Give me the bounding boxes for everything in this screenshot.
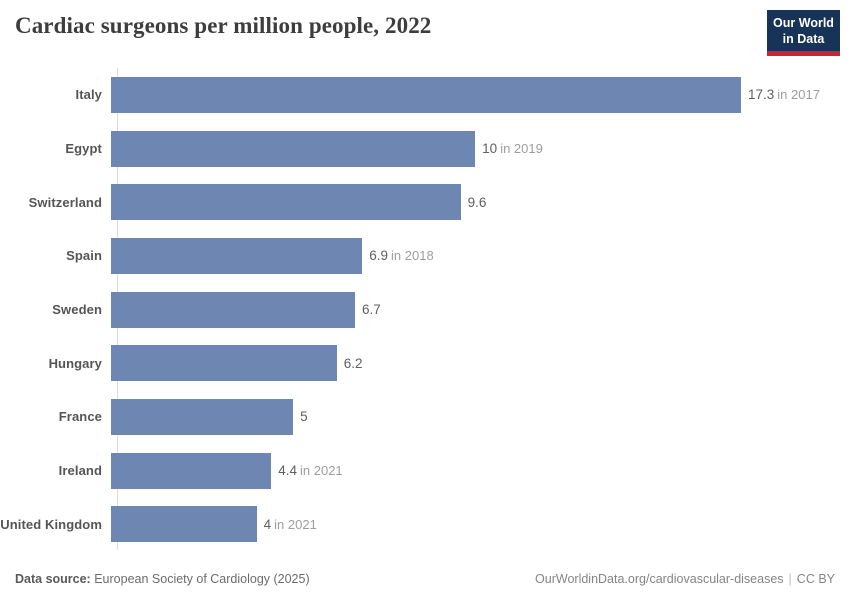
value-number: 6.2 — [343, 355, 363, 371]
year-note: in 2017 — [777, 87, 820, 103]
value-number: 17.3 — [748, 87, 775, 103]
value-number: 6.7 — [361, 302, 381, 318]
chart-footer: Data source: European Society of Cardiol… — [0, 572, 850, 586]
chart-row: United Kingdom 4 in 2021 — [0, 498, 850, 552]
country-label: Hungary — [48, 355, 102, 371]
chart-row: Hungary 6.2 — [0, 336, 850, 390]
value-label: 4 in 2021 — [264, 517, 317, 532]
owid-logo-line2: in Data — [782, 32, 825, 46]
chart-row: France 5 — [0, 390, 850, 444]
value-label: 6.7 — [362, 302, 381, 317]
value-number: 6.9 — [369, 248, 389, 264]
chart-row: Egypt 10 in 2019 — [0, 122, 850, 176]
chart-row: Ireland 4.4 in 2021 — [0, 444, 850, 498]
value-number: 4 — [263, 516, 272, 532]
bar[interactable] — [111, 291, 355, 328]
owid-url-link[interactable]: OurWorldinData.org/cardiovascular-diseas… — [535, 572, 784, 586]
bar[interactable] — [111, 76, 741, 113]
country-label: Spain — [66, 248, 102, 264]
chart-row: Italy 17.3 in 2017 — [0, 68, 850, 122]
chart-row: Sweden 6.7 — [0, 283, 850, 337]
bar[interactable] — [111, 345, 337, 382]
year-note: in 2018 — [391, 248, 434, 264]
bar[interactable] — [111, 130, 476, 167]
bar[interactable] — [111, 237, 363, 274]
year-note: in 2021 — [274, 516, 317, 532]
license-link[interactable]: CC BY — [796, 572, 835, 586]
year-note: in 2021 — [300, 463, 343, 479]
footer-separator: | — [788, 572, 792, 586]
bar-chart: Italy 17.3 in 2017 Egypt 10 in 2019 Switzerlan… — [0, 68, 850, 551]
value-number: 5 — [300, 409, 308, 425]
bar[interactable] — [111, 184, 461, 221]
country-label: Ireland — [58, 463, 102, 479]
owid-logo-line1: Our World — [773, 16, 834, 30]
bar[interactable] — [111, 452, 272, 489]
country-label: France — [58, 409, 102, 425]
country-label: Sweden — [52, 302, 102, 318]
attribution: OurWorldinData.org/cardiovascular-diseas… — [535, 572, 835, 586]
value-label: 10 in 2019 — [482, 141, 543, 156]
value-label: 6.9 in 2018 — [369, 248, 433, 263]
chart-row: Spain 6.9 in 2018 — [0, 229, 850, 283]
data-source-note: Data source: European Society of Cardiol… — [15, 572, 310, 586]
value-number: 9.6 — [467, 194, 487, 210]
value-number: 4.4 — [278, 463, 297, 479]
country-label: Italy — [75, 87, 102, 103]
bar[interactable] — [111, 398, 294, 435]
chart-title: Cardiac surgeons per million people, 202… — [15, 13, 432, 38]
year-note: in 2019 — [500, 141, 543, 157]
country-label: Switzerland — [28, 194, 102, 210]
country-label: Egypt — [65, 141, 102, 157]
value-number: 10 — [482, 141, 498, 157]
country-label: United Kingdom — [0, 516, 102, 532]
data-source-label: Data source: — [15, 572, 91, 586]
value-label: 4.4 in 2021 — [278, 463, 342, 478]
value-label: 17.3 in 2017 — [748, 87, 820, 102]
value-label: 9.6 — [468, 195, 487, 210]
data-source-value: European Society of Cardiology (2025) — [94, 572, 310, 586]
owid-logo[interactable]: Our World in Data — [767, 10, 840, 56]
chart-row: Switzerland 9.6 — [0, 175, 850, 229]
value-label: 5 — [300, 409, 308, 424]
bar[interactable] — [111, 506, 257, 543]
value-label: 6.2 — [344, 356, 363, 371]
